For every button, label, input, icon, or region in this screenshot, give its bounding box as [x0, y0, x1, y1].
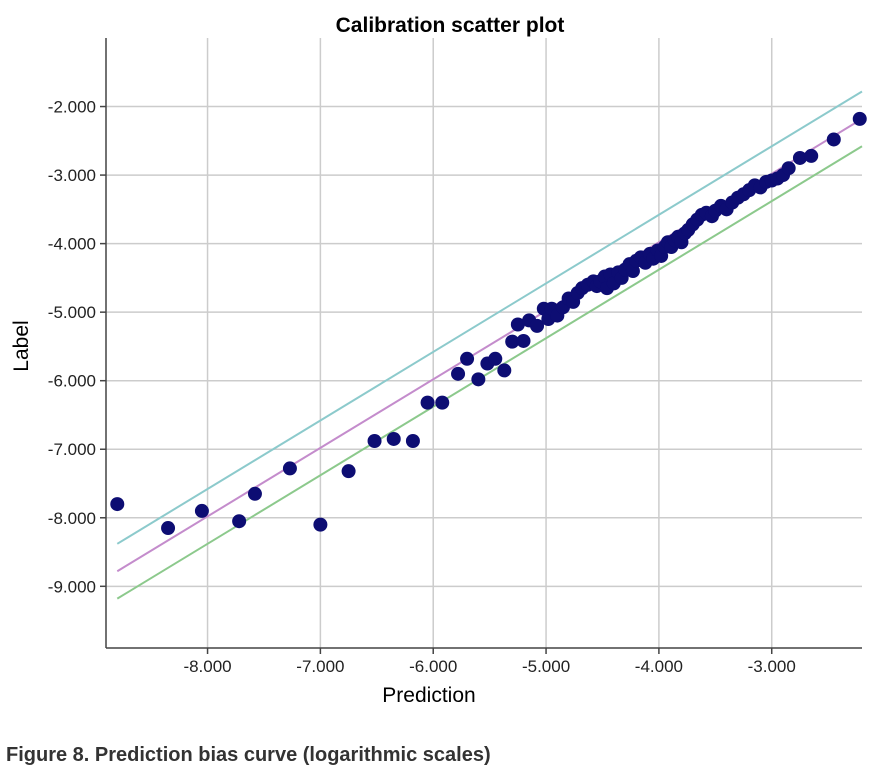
data-point: [110, 497, 125, 512]
data-point: [194, 503, 209, 518]
data-point: [804, 148, 819, 163]
data-point: [530, 318, 545, 333]
data-point: [341, 464, 356, 479]
y-tick-label: -6.000: [48, 372, 96, 391]
data-point: [405, 434, 420, 449]
data-point: [826, 132, 841, 147]
data-point: [497, 363, 512, 378]
data-point: [313, 517, 328, 532]
data-point: [510, 317, 525, 332]
x-tick-label: -7.000: [296, 657, 344, 676]
x-tick-label: -6.000: [409, 657, 457, 676]
data-point: [420, 395, 435, 410]
upper-reference-line: [116, 90, 863, 545]
y-tick-label: -9.000: [48, 577, 96, 596]
reference-lines: [116, 90, 863, 600]
y-tick-label: -5.000: [48, 303, 96, 322]
x-tick-label: -3.000: [748, 657, 796, 676]
data-point: [282, 461, 297, 476]
y-tick-label: -8.000: [48, 509, 96, 528]
axes: [100, 38, 862, 654]
data-points: [110, 111, 867, 536]
y-axis-label: Label: [10, 320, 33, 371]
x-axis-label: Prediction: [382, 684, 475, 707]
data-point: [247, 486, 262, 501]
data-point: [505, 334, 520, 349]
x-tick-label: -5.000: [522, 657, 570, 676]
x-tick-label: -8.000: [183, 657, 231, 676]
grid-lines: [106, 38, 862, 648]
data-point: [460, 351, 475, 366]
data-point: [852, 111, 867, 126]
data-point: [488, 351, 503, 366]
data-point: [451, 366, 466, 381]
x-tick-label: -4.000: [635, 657, 683, 676]
data-point: [516, 333, 531, 348]
data-point: [792, 150, 807, 165]
chart-title: Calibration scatter plot: [336, 14, 565, 37]
data-point: [232, 514, 247, 529]
y-tick-label: -4.000: [48, 235, 96, 254]
tick-labels: -8.000 -7.000 -6.000 -5.000 -4.000 -3.000 -9.0…: [48, 98, 796, 676]
y-tick-label: -3.000: [48, 166, 96, 185]
y-tick-label: -2.000: [48, 98, 96, 117]
data-point: [161, 521, 176, 536]
lower-reference-line: [116, 145, 863, 600]
data-point: [435, 395, 450, 410]
data-point: [471, 372, 486, 387]
data-point: [386, 431, 401, 446]
calibration-chart: Calibration scatter plot -8.000 -7.000 -6.…: [10, 14, 867, 707]
y-tick-label: -7.000: [48, 440, 96, 459]
figure-caption: Figure 8. Prediction bias curve (logarit…: [6, 744, 491, 766]
data-point: [367, 434, 382, 449]
data-point: [781, 161, 796, 176]
